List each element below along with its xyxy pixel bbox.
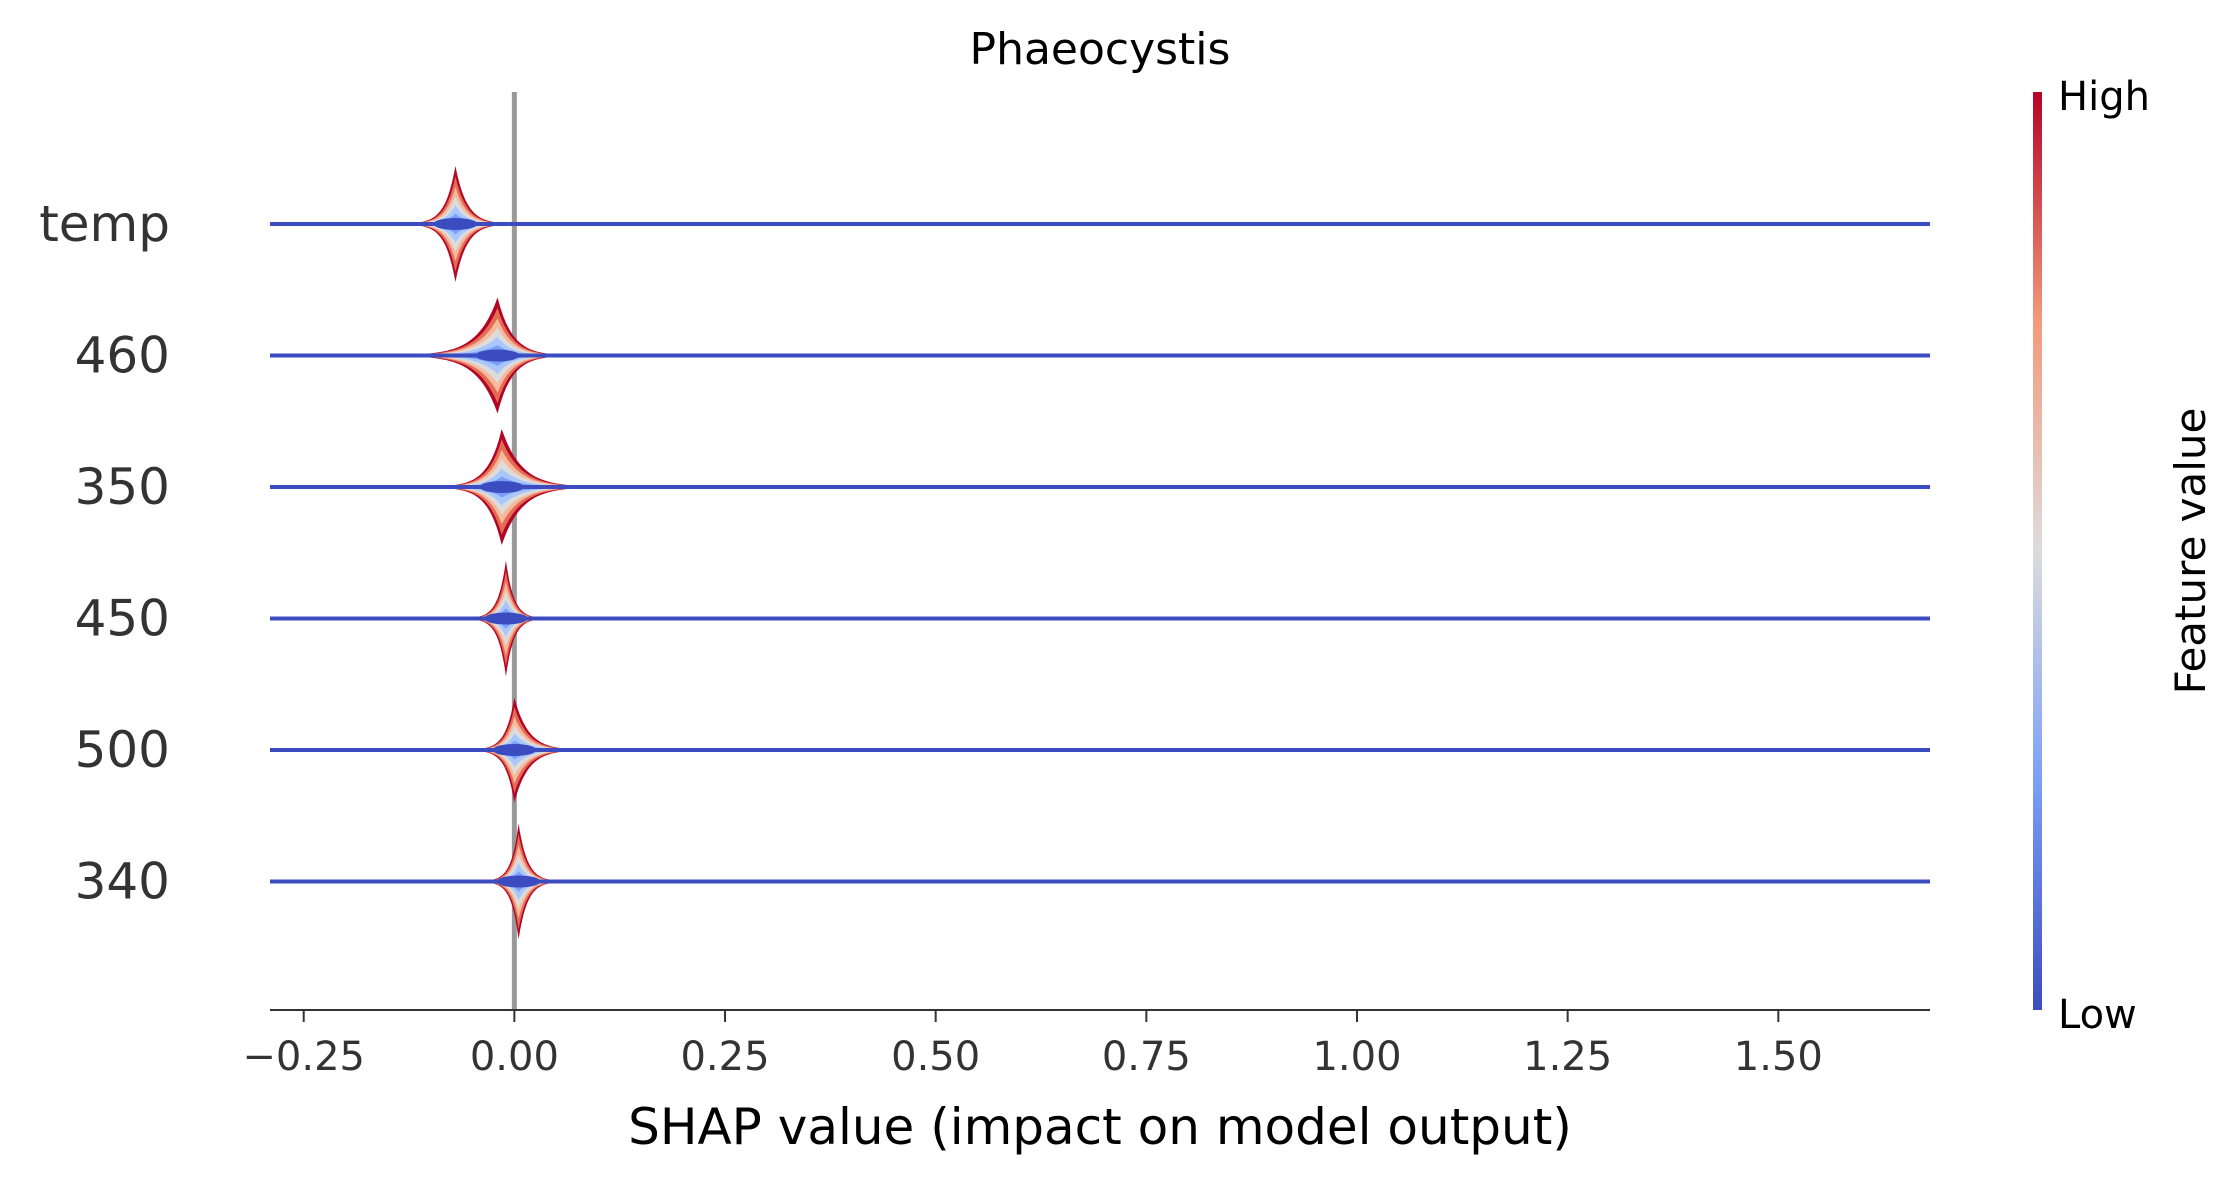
colorbar-high-label: High bbox=[2058, 74, 2150, 120]
feature-label-340: 340 bbox=[75, 853, 170, 911]
feature-label-500: 500 bbox=[75, 721, 170, 779]
feature-label-460: 460 bbox=[75, 327, 170, 385]
colorbar-title: Feature value bbox=[2166, 408, 2215, 695]
x-tick-label: 0.75 bbox=[1102, 1034, 1191, 1080]
x-tick-label: 0.00 bbox=[470, 1034, 559, 1080]
feature-label-450: 450 bbox=[75, 590, 170, 648]
x-tick-label: 0.50 bbox=[891, 1034, 980, 1080]
x-axis-title: SHAP value (impact on model output) bbox=[628, 1098, 1572, 1156]
chart-title: Phaeocystis bbox=[970, 24, 1231, 75]
colorbar bbox=[2033, 92, 2042, 1010]
feature-label-350: 350 bbox=[75, 458, 170, 516]
x-tick-label: −0.25 bbox=[242, 1034, 365, 1080]
violin-340 bbox=[270, 823, 1930, 940]
x-axis-ticks: −0.25 0.00 0.25 0.50 0.75 1.00 1.25 1.50 bbox=[242, 1010, 1823, 1080]
colorbar-low-label: Low bbox=[2058, 992, 2137, 1038]
feature-labels: temp 460 350 450 500 340 bbox=[39, 195, 170, 911]
violin-350 bbox=[270, 429, 1930, 545]
violin-temp bbox=[270, 166, 1930, 282]
violin-500 bbox=[270, 697, 1930, 803]
x-tick-label: 0.25 bbox=[680, 1034, 769, 1080]
violin-460 bbox=[270, 297, 1930, 414]
violin-450 bbox=[270, 560, 1930, 677]
violin-series bbox=[270, 166, 1930, 940]
x-tick-label: 1.00 bbox=[1312, 1034, 1401, 1080]
feature-label-temp: temp bbox=[39, 195, 170, 253]
x-tick-label: 1.25 bbox=[1523, 1034, 1612, 1080]
x-tick-label: 1.50 bbox=[1734, 1034, 1823, 1080]
